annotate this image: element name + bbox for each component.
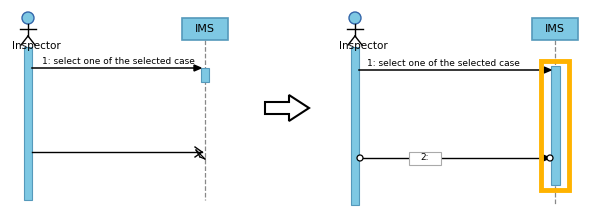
Circle shape: [357, 155, 363, 161]
Circle shape: [22, 12, 34, 24]
Text: 1: select one of the selected case: 1: select one of the selected case: [367, 59, 520, 68]
Text: IMS: IMS: [195, 24, 215, 34]
Text: Inspector: Inspector: [12, 41, 61, 51]
Text: IMS: IMS: [545, 24, 565, 34]
Bar: [409, 151, 441, 164]
Bar: [201, 68, 209, 82]
Text: 1: select one of the selected case: 1: select one of the selected case: [42, 57, 195, 66]
Bar: [550, 66, 559, 185]
Bar: [182, 18, 228, 40]
Circle shape: [349, 12, 361, 24]
Circle shape: [547, 155, 553, 161]
Polygon shape: [194, 65, 201, 71]
Bar: [24, 47, 32, 200]
Bar: [351, 47, 359, 205]
Polygon shape: [543, 155, 550, 161]
Text: Inspector: Inspector: [339, 41, 388, 51]
Text: 2:: 2:: [421, 154, 429, 163]
Polygon shape: [544, 67, 551, 73]
Polygon shape: [265, 95, 309, 121]
Bar: [532, 18, 578, 40]
Bar: [541, 61, 569, 190]
